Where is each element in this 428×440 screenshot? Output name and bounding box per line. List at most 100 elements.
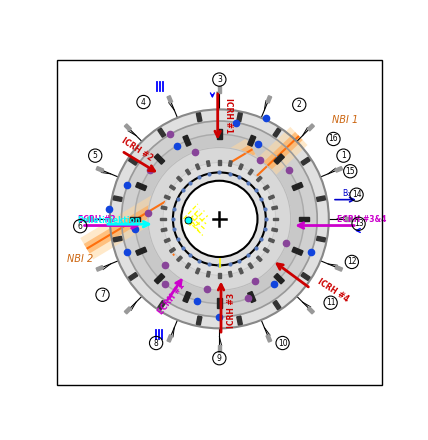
Polygon shape [196, 268, 200, 274]
Polygon shape [239, 164, 243, 170]
Polygon shape [161, 228, 167, 232]
Text: 2: 2 [297, 100, 302, 109]
Polygon shape [272, 206, 277, 210]
Polygon shape [177, 256, 182, 261]
Polygon shape [185, 169, 190, 175]
Polygon shape [218, 86, 221, 93]
Circle shape [122, 121, 317, 317]
Polygon shape [263, 248, 269, 253]
Polygon shape [125, 307, 131, 314]
Polygon shape [248, 135, 256, 146]
Text: 16: 16 [329, 135, 338, 143]
Polygon shape [86, 217, 93, 220]
Text: 13: 13 [354, 219, 363, 228]
Polygon shape [218, 160, 221, 165]
Circle shape [110, 110, 329, 328]
Polygon shape [229, 271, 232, 277]
Polygon shape [183, 292, 191, 303]
Polygon shape [96, 167, 104, 172]
Polygon shape [136, 247, 147, 255]
Text: ICRH #2: ICRH #2 [120, 136, 154, 162]
Text: ICRH #1: ICRH #1 [224, 99, 233, 134]
Polygon shape [167, 95, 172, 103]
Polygon shape [183, 135, 191, 146]
Polygon shape [128, 158, 138, 165]
Polygon shape [128, 272, 138, 280]
Polygon shape [158, 128, 166, 137]
Polygon shape [130, 216, 140, 221]
Polygon shape [160, 217, 166, 220]
Polygon shape [229, 161, 232, 166]
Polygon shape [237, 113, 242, 122]
Polygon shape [317, 196, 325, 202]
Polygon shape [125, 124, 131, 131]
Polygon shape [164, 238, 170, 243]
Polygon shape [268, 238, 274, 243]
Polygon shape [274, 274, 284, 284]
Polygon shape [218, 273, 221, 278]
Polygon shape [307, 124, 314, 131]
Text: 8: 8 [154, 338, 158, 348]
Polygon shape [177, 176, 182, 182]
Text: 4: 4 [141, 98, 146, 106]
Polygon shape [207, 161, 210, 166]
Polygon shape [292, 183, 303, 191]
Polygon shape [167, 335, 172, 342]
Polygon shape [274, 154, 284, 164]
Polygon shape [273, 301, 281, 310]
Polygon shape [268, 195, 274, 200]
Polygon shape [317, 236, 325, 242]
Polygon shape [301, 158, 310, 165]
Polygon shape [266, 95, 272, 103]
Polygon shape [196, 164, 200, 170]
Polygon shape [256, 256, 262, 261]
Text: 14: 14 [352, 190, 361, 199]
Polygon shape [335, 167, 342, 172]
Text: ECRH #3&4: ECRH #3&4 [337, 215, 386, 224]
Polygon shape [266, 335, 272, 342]
Polygon shape [217, 298, 222, 308]
Text: ECRH #2: ECRH #2 [78, 215, 116, 224]
Polygon shape [301, 272, 310, 280]
Circle shape [163, 162, 276, 275]
Polygon shape [335, 266, 342, 271]
Text: 7: 7 [100, 290, 105, 299]
Polygon shape [218, 345, 221, 352]
Polygon shape [196, 113, 202, 122]
Text: ECRH #1: ECRH #1 [156, 282, 187, 317]
Polygon shape [158, 301, 166, 310]
Polygon shape [307, 307, 314, 314]
Text: 15: 15 [345, 167, 355, 176]
Polygon shape [292, 247, 303, 255]
Polygon shape [248, 292, 256, 303]
Text: 10: 10 [278, 338, 288, 348]
Polygon shape [217, 129, 222, 139]
Polygon shape [113, 236, 122, 242]
Text: NBI 2: NBI 2 [67, 254, 93, 264]
Text: 3: 3 [217, 75, 222, 84]
Polygon shape [273, 217, 278, 220]
Polygon shape [248, 169, 253, 175]
Polygon shape [136, 183, 147, 191]
Text: Pelletinjektion: Pelletinjektion [78, 216, 141, 225]
Text: NBI 1: NBI 1 [332, 115, 358, 125]
Text: 12: 12 [347, 257, 357, 267]
Text: ICRH #4: ICRH #4 [315, 277, 350, 304]
Polygon shape [263, 185, 269, 190]
Polygon shape [273, 128, 281, 137]
Polygon shape [256, 176, 262, 182]
Text: 11: 11 [326, 298, 336, 307]
Polygon shape [155, 154, 165, 164]
Polygon shape [164, 195, 170, 200]
Text: 5: 5 [93, 151, 98, 160]
Text: ICRH #3: ICRH #3 [227, 293, 236, 328]
Text: B₀: B₀ [342, 189, 351, 198]
Polygon shape [185, 263, 190, 269]
Text: 1: 1 [341, 151, 346, 160]
Polygon shape [345, 217, 352, 220]
Polygon shape [155, 274, 165, 284]
Polygon shape [161, 206, 167, 210]
Polygon shape [169, 248, 175, 253]
Polygon shape [169, 185, 175, 190]
Text: 9: 9 [217, 354, 222, 363]
